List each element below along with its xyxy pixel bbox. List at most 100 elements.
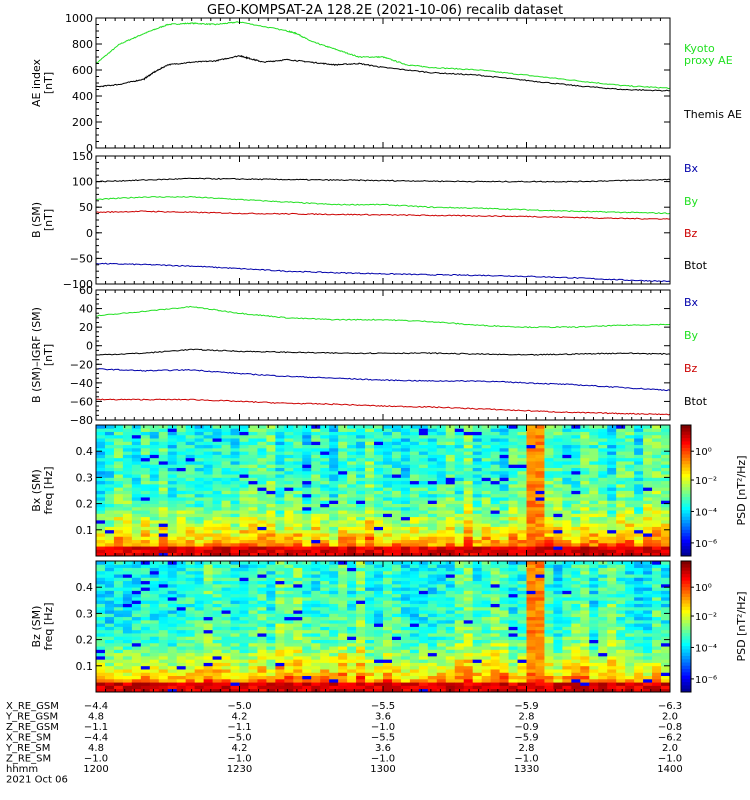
heatmap-cell <box>383 490 393 495</box>
heatmap-cell <box>427 428 438 432</box>
heatmap-cell <box>167 434 178 439</box>
heatmap-cell <box>562 500 572 504</box>
heatmap-cell <box>383 580 393 585</box>
heatmap-cell <box>149 593 160 598</box>
heatmap-cell <box>176 438 187 442</box>
heatmap-cell <box>275 529 285 534</box>
heatmap-cell <box>96 672 106 677</box>
heatmap-cell <box>427 477 438 482</box>
heatmap-cell <box>131 603 142 608</box>
heatmap-cell <box>221 639 231 644</box>
heatmap-cell <box>239 474 249 478</box>
heatmap-cell <box>661 474 671 478</box>
heatmap-cell <box>140 685 151 690</box>
heatmap-cell <box>131 519 142 524</box>
heatmap-cell <box>293 438 303 442</box>
heatmap-cell <box>284 626 294 631</box>
heatmap-cell <box>131 688 142 693</box>
heatmap-cell <box>356 603 366 608</box>
heatmap-cell <box>607 470 617 475</box>
heatmap-cell <box>535 480 545 485</box>
heatmap-cell <box>463 529 474 534</box>
heatmap-cell <box>400 583 411 588</box>
heatmap-cell <box>230 564 240 568</box>
heatmap-cell <box>266 441 276 446</box>
heatmap-cell <box>284 603 294 608</box>
heatmap-cell <box>607 428 617 432</box>
heatmap-cell <box>230 536 240 541</box>
heatmap-cell <box>185 669 196 673</box>
heatmap-cell <box>383 464 393 468</box>
heatmap-cell <box>365 487 375 491</box>
heatmap-cell <box>391 613 402 618</box>
heatmap-cell <box>589 434 599 439</box>
heatmap-cell <box>463 619 474 624</box>
heatmap-cell <box>96 441 106 446</box>
heatmap-cell <box>96 675 106 680</box>
heatmap-cell <box>275 593 285 598</box>
heatmap-cell <box>113 431 124 436</box>
heatmap-cell <box>239 425 249 429</box>
heatmap-cell <box>212 480 222 485</box>
heatmap-cell <box>230 675 240 680</box>
heatmap-cell <box>391 467 402 472</box>
heatmap-cell <box>418 454 429 459</box>
heatmap-cell <box>212 649 222 654</box>
heatmap-cell <box>625 425 635 429</box>
heatmap-cell <box>454 616 465 621</box>
heatmap-cell <box>293 561 303 565</box>
heatmap-cell <box>661 506 671 511</box>
heatmap-cell <box>391 655 402 660</box>
heatmap-cell <box>275 470 285 475</box>
heatmap-cell <box>293 529 303 534</box>
heatmap-cell <box>167 483 178 488</box>
heatmap-cell <box>239 688 249 693</box>
heatmap-cell <box>374 497 384 501</box>
heatmap-cell <box>230 441 240 446</box>
heatmap-cell <box>212 580 222 585</box>
heatmap-cell <box>409 487 420 491</box>
colorbar-segment <box>681 536 691 541</box>
heatmap-cell <box>176 626 187 631</box>
heatmap-cell <box>418 477 429 482</box>
heatmap-cell <box>374 669 384 673</box>
heatmap-cell <box>526 503 536 508</box>
heatmap-cell <box>356 487 366 491</box>
heatmap-cell <box>589 451 599 455</box>
heatmap-cell <box>96 546 106 550</box>
heatmap-cell <box>320 564 330 568</box>
legend-btot: Btot <box>684 395 708 408</box>
heatmap-cell <box>293 616 303 621</box>
heatmap-cell <box>544 503 554 508</box>
heatmap-cell <box>275 587 285 591</box>
heatmap-cell <box>544 467 554 472</box>
heatmap-cell <box>293 678 303 683</box>
heatmap-cell <box>221 580 231 585</box>
heatmap-cell <box>176 639 187 644</box>
heatmap-cell <box>391 606 402 611</box>
heatmap-cell <box>391 425 402 429</box>
heatmap-cell <box>284 616 294 621</box>
heatmap-cell <box>571 529 581 534</box>
heatmap-cell <box>643 552 653 557</box>
heatmap-cell <box>266 593 276 598</box>
heatmap-cell <box>96 685 106 690</box>
heatmap-cell <box>544 516 554 521</box>
heatmap-cell <box>391 549 402 554</box>
heatmap-cell <box>454 490 465 495</box>
heatmap-cell <box>302 474 312 478</box>
heatmap-cell <box>365 682 375 686</box>
heatmap-cell <box>311 549 321 554</box>
heatmap-cell <box>580 490 590 495</box>
heatmap-cell <box>634 428 644 432</box>
heatmap-cell <box>652 497 662 501</box>
heatmap-cell <box>400 646 411 650</box>
heatmap-cell <box>508 444 518 449</box>
heatmap-cell <box>598 447 608 452</box>
heatmap-cell <box>275 464 285 468</box>
heatmap-cell <box>185 685 196 690</box>
heatmap-cell <box>221 682 231 686</box>
heatmap-cell <box>338 652 348 657</box>
heatmap-cell <box>436 685 447 690</box>
heatmap-cell <box>356 526 366 531</box>
